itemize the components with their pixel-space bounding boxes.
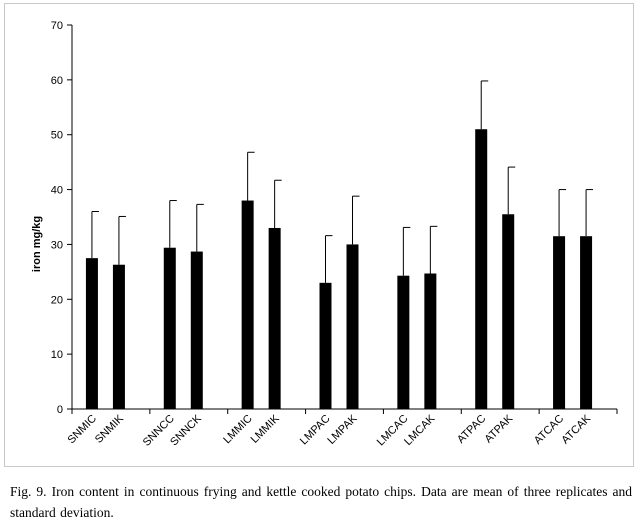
bar-atpac (475, 129, 488, 409)
bar-lmpak (346, 244, 359, 409)
category-label: ATCAK (559, 412, 593, 446)
category-label: LMPAC (298, 413, 333, 448)
category-label: ATCAC (532, 413, 566, 447)
category-label: SNNCK (168, 412, 204, 448)
category-label: SNMIK (93, 412, 127, 446)
category-label: LMPAK (325, 412, 360, 447)
y-tick-label: 30 (51, 239, 63, 251)
bar-snncc (163, 247, 176, 409)
figure-caption: Fig. 9. Iron content in continuous fryin… (10, 484, 632, 520)
bar-atcac (553, 236, 566, 409)
y-tick-label: 50 (51, 130, 63, 142)
y-tick-label: 70 (51, 20, 63, 32)
bar-lmcac (397, 275, 410, 409)
y-tick-label: 60 (51, 75, 63, 87)
bar-lmmic (241, 200, 254, 409)
y-tick-label: 40 (51, 185, 63, 197)
bar-snnck (190, 251, 203, 409)
category-label: ATPAC (455, 413, 488, 446)
y-axis: 0 10 20 30 40 50 60 70 (51, 20, 73, 416)
y-tick-label: 10 (51, 349, 63, 361)
bar-atcak (580, 236, 593, 409)
bar-snmic (85, 258, 98, 409)
category-label: LMCAK (402, 412, 438, 448)
bar-snmik (112, 264, 125, 409)
x-axis (71, 408, 618, 414)
bar-lmpac (319, 282, 332, 409)
y-tick-label: 0 (57, 404, 63, 416)
y-axis-title: iron mg/kg (31, 216, 43, 272)
bar-atpak (502, 214, 515, 409)
y-tick-label: 20 (51, 294, 63, 306)
bars (85, 129, 593, 409)
category-label: LMMIC (221, 413, 255, 447)
bar-lmcak (424, 273, 437, 409)
chart-frame (4, 3, 634, 467)
category-label: SNMIC (65, 413, 99, 447)
category-label: LMMIK (249, 412, 283, 446)
category-label: ATPAK (482, 412, 515, 445)
error-bars (91, 80, 594, 283)
bar-lmmik (268, 227, 281, 409)
